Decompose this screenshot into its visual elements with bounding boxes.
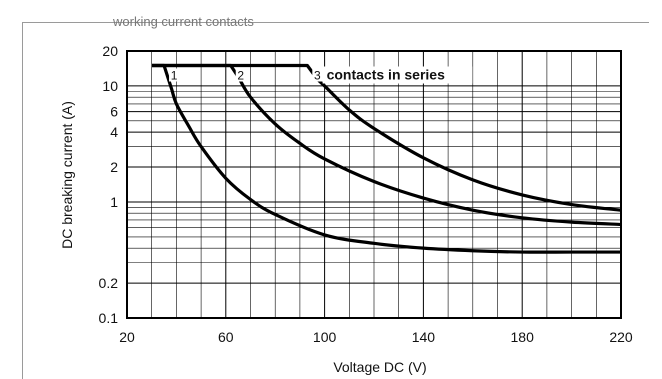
curve-label-bg — [235, 68, 247, 82]
series-annotation: contacts in series — [327, 66, 445, 82]
y-tick-label: 20 — [102, 43, 118, 59]
annotation-bg — [322, 66, 473, 84]
x-tick-label: 100 — [313, 329, 337, 345]
curve-3 — [151, 63, 622, 212]
x-tick-label: 60 — [218, 329, 234, 345]
x-axis-title: Voltage DC (V) — [333, 359, 426, 375]
y-axis-title: DC breaking current (A) — [59, 101, 75, 249]
x-tick-label: 220 — [609, 329, 633, 345]
x-tick-label: 20 — [119, 329, 135, 345]
y-tick-label: 1 — [110, 194, 118, 210]
x-tick-label: 180 — [511, 329, 535, 345]
curve-label-1: 1 — [171, 68, 178, 82]
curve-label-bg — [169, 68, 181, 82]
header-caption: working current contacts — [113, 14, 254, 29]
curve-label-2: 2 — [237, 68, 244, 82]
y-tick-label: 10 — [102, 78, 118, 94]
curve-1 — [151, 63, 621, 254]
y-tick-label: 2 — [110, 159, 118, 175]
curve-label-3: 3 — [314, 68, 321, 82]
y-tick-label: 4 — [110, 124, 118, 140]
plot-border — [126, 50, 622, 319]
y-tick-label: 0.1 — [99, 310, 119, 326]
curve-label-bg — [312, 68, 324, 82]
x-tick-label: 140 — [412, 329, 436, 345]
y-tick-label: 6 — [110, 104, 118, 120]
y-tick-label: 0.2 — [99, 275, 119, 291]
chart-frame: working current contacts — [22, 14, 649, 379]
